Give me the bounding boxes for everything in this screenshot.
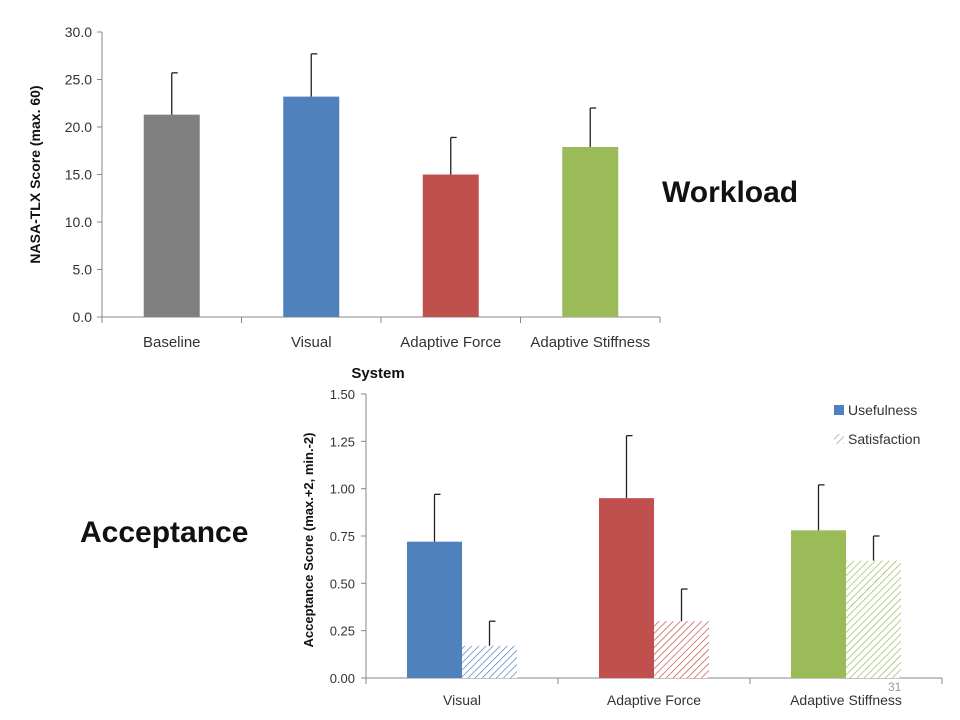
legend-label-usefulness: Usefulness — [848, 402, 917, 418]
bar-satisfaction-visual — [462, 645, 517, 678]
bar-visual — [283, 96, 340, 317]
y-axis-title: NASA-TLX Score (max. 60) — [27, 85, 43, 263]
bar-baseline — [143, 114, 200, 318]
y-axis-title: Acceptance Score (max.+2, min.-2) — [301, 433, 316, 648]
x-tick-label: Adaptive Force — [607, 692, 701, 708]
bar-satisfaction-adaptive-stiffness — [846, 560, 901, 678]
y-tick-label: 10.0 — [65, 214, 92, 230]
acceptance-label: Acceptance — [80, 516, 249, 549]
workload-chart: 0.0 5.0 10.0 15.0 20.0 25.0 30.0 Baseline Visual… — [27, 24, 661, 382]
y-tick-label: 30.0 — [65, 24, 92, 40]
y-tick-label: 1.00 — [330, 482, 355, 497]
x-tick-label: Adaptive Stiffness — [790, 692, 902, 708]
x-axis-title: System — [351, 365, 404, 382]
bar-usefulness-adaptive-force — [599, 498, 654, 678]
x-tick-label: Visual — [291, 334, 332, 351]
y-tick-label: 0.0 — [73, 309, 93, 325]
bar-adaptive-force — [422, 174, 479, 317]
bar-usefulness-adaptive-stiffness — [791, 530, 846, 678]
y-tick-label: 15.0 — [65, 167, 92, 183]
legend-swatch-satisfaction — [834, 434, 844, 444]
acceptance-chart: 0.00 0.25 0.50 0.75 1.00 1.25 1.50 Visual Adapti… — [301, 387, 943, 708]
y-tick-label: 0.50 — [330, 576, 355, 591]
bar-satisfaction-adaptive-force — [654, 621, 709, 678]
page-number: 31 — [888, 680, 902, 694]
x-tick-label: Baseline — [143, 334, 201, 351]
y-tick-label: 20.0 — [65, 119, 92, 135]
legend-swatch-usefulness — [834, 405, 844, 415]
y-tick-label: 0.00 — [330, 671, 355, 686]
y-tick-label: 1.50 — [330, 387, 355, 402]
bar-usefulness-visual — [407, 541, 462, 678]
y-tick-label: 0.25 — [330, 624, 355, 639]
y-tick-label: 0.75 — [330, 529, 355, 544]
workload-label: Workload — [662, 176, 799, 209]
y-tick-label: 5.0 — [73, 262, 93, 278]
bar-adaptive-stiffness — [562, 146, 619, 317]
x-tick-label: Adaptive Stiffness — [530, 334, 650, 351]
y-tick-label: 1.25 — [330, 434, 355, 449]
x-tick-label: Adaptive Force — [400, 334, 501, 351]
x-tick-label: Visual — [443, 692, 481, 708]
y-tick-label: 25.0 — [65, 72, 92, 88]
legend-label-satisfaction: Satisfaction — [848, 431, 920, 447]
